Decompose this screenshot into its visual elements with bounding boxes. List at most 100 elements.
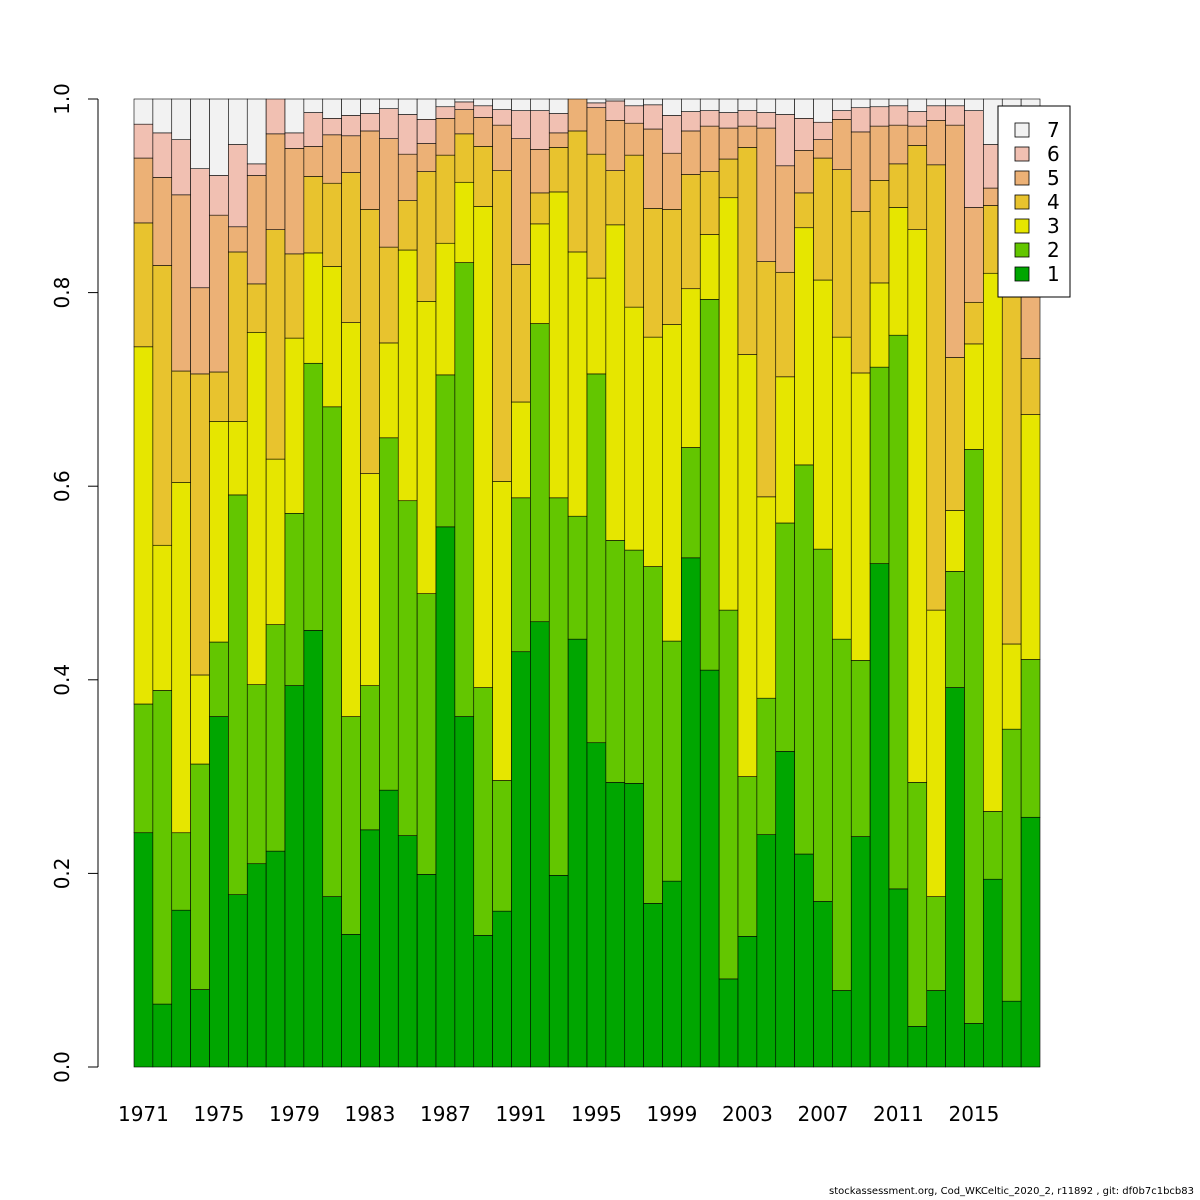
bar-segment-1980-age-6 [303, 112, 324, 147]
legend-label-2: 2 [1047, 238, 1060, 262]
bar-segment-2000-age-7 [681, 98, 701, 112]
bar-segment-1977-age-2 [246, 684, 267, 865]
bar-segment-2006-age-7 [794, 98, 814, 119]
x-tick-label: 2003 [722, 1102, 773, 1126]
bar-segment-2015-age-5 [964, 207, 984, 303]
bar-segment-2013-age-5 [926, 120, 946, 166]
bar-segment-1999-age-4 [662, 209, 682, 325]
bar-segment-2008-age-5 [832, 119, 852, 170]
bar-segment-1990-age-5 [492, 124, 512, 171]
bar-segment-2009-age-2 [850, 660, 871, 837]
bar-segment-1998-age-6 [643, 104, 663, 130]
bar-segment-1971-age-2 [133, 703, 154, 834]
bar-segment-2004-age-5 [756, 127, 777, 262]
bar-segment-1973-age-1 [171, 909, 191, 1068]
bar-segment-2006-age-6 [794, 118, 814, 151]
bar-segment-2005-age-1 [775, 751, 795, 1068]
bar-segment-2016-age-1 [983, 878, 1003, 1068]
bar-segment-1982-age-1 [341, 934, 361, 1068]
bar-segment-1990-age-4 [492, 170, 512, 482]
bar-segment-1973-age-7 [171, 98, 191, 140]
bar-segment-1985-age-1 [397, 835, 418, 1068]
bar-segment-2007-age-3 [813, 279, 833, 550]
bar-segment-1987-age-2 [435, 374, 456, 528]
bar-segment-2012-age-4 [907, 145, 928, 230]
bar-segment-1990-age-1 [492, 910, 512, 1068]
bar-segment-1976-age-3 [228, 421, 248, 496]
bar-segment-1975-age-3 [209, 421, 229, 643]
bar-segment-1993-age-6 [548, 113, 569, 134]
bar-segment-1984-age-2 [379, 437, 399, 791]
bar-segment-2014-age-3 [945, 510, 965, 572]
bar-segment-2002-age-2 [718, 609, 739, 980]
x-tick-label: 1999 [646, 1102, 697, 1126]
legend-label-5: 5 [1047, 166, 1060, 190]
bar-segment-2006-age-2 [794, 464, 814, 855]
bar-segment-2000-age-4 [681, 174, 701, 290]
bar-segment-1991-age-2 [511, 497, 531, 653]
bar-segment-1976-age-4 [228, 251, 248, 422]
bar-segment-1973-age-2 [171, 832, 191, 911]
legend-label-1: 1 [1047, 262, 1060, 286]
bar-segment-1979-age-2 [284, 512, 305, 686]
bar-segment-1992-age-5 [530, 149, 550, 194]
bar-segment-2000-age-6 [681, 111, 701, 132]
footer-note: stockassessment.org, Cod_WKCeltic_2020_2… [829, 1186, 1194, 1197]
bar-segment-2003-age-3 [737, 354, 758, 777]
bar-segment-1983-age-6 [360, 113, 380, 132]
bar-segment-2000-age-3 [681, 288, 701, 448]
bar-segment-1991-age-3 [511, 401, 531, 499]
bar-segment-1998-age-1 [643, 903, 663, 1068]
bar-segment-1981-age-4 [322, 182, 342, 267]
bar-segment-1976-age-5 [228, 226, 248, 253]
bar-segment-2014-age-7 [945, 98, 965, 107]
bar-segment-2000-age-5 [681, 130, 701, 175]
legend-label-4: 4 [1047, 190, 1060, 214]
bar-segment-1975-age-4 [209, 371, 229, 422]
bar-segment-1971-age-3 [133, 346, 154, 705]
bar-segment-1987-age-1 [435, 526, 456, 1068]
bar-segment-1997-age-2 [624, 549, 644, 784]
bar-segment-1989-age-2 [473, 687, 493, 936]
bar-segment-2017-age-2 [1001, 728, 1022, 1002]
bar-segment-1982-age-7 [341, 98, 361, 116]
bar-segment-2002-age-3 [718, 197, 739, 611]
bar-segment-1988-age-2 [454, 262, 475, 717]
bar-segment-1990-age-3 [492, 481, 512, 781]
bar-segment-1978-age-4 [265, 229, 286, 460]
bar-segment-2002-age-1 [718, 978, 739, 1068]
bar-segment-1976-age-6 [228, 144, 248, 228]
bar-segment-2018-age-2 [1020, 659, 1041, 818]
bar-segment-1992-age-4 [530, 192, 550, 225]
bar-segment-1979-age-7 [284, 98, 305, 134]
bar-segment-2013-age-1 [926, 990, 946, 1068]
bar-segment-2003-age-6 [737, 110, 758, 127]
bar-segment-2013-age-7 [926, 98, 946, 107]
bar-segment-2012-age-7 [907, 98, 928, 112]
bar-segment-2001-age-3 [699, 234, 720, 300]
bar-segment-2003-age-4 [737, 147, 758, 355]
y-axis: 0.0 0.2 0.4 0.6 0.8 1.0 [50, 83, 99, 1083]
y-tick-label: 0.2 [50, 857, 74, 889]
bar-segment-1973-age-4 [171, 370, 191, 483]
legend-label-6: 6 [1047, 142, 1060, 166]
bar-segment-1979-age-6 [284, 132, 305, 149]
bar-segment-2005-age-3 [775, 376, 795, 524]
y-tick-label: 0.0 [50, 1051, 74, 1083]
bar-segment-1999-age-1 [662, 880, 682, 1068]
bar-segment-1987-age-4 [435, 154, 456, 244]
bar-segment-1981-age-5 [322, 134, 342, 184]
y-tick-label: 0.8 [50, 277, 74, 309]
bar-segment-2018-age-4 [1020, 358, 1041, 415]
bar-segment-2011-age-2 [888, 334, 909, 890]
bar-segment-1973-age-5 [171, 194, 191, 372]
bar-segment-1999-age-7 [662, 98, 682, 116]
bar-segment-2008-age-2 [832, 638, 852, 991]
bar-segment-1984-age-7 [379, 98, 399, 109]
bar-segment-1971-age-7 [133, 98, 154, 125]
legend-label-3: 3 [1047, 214, 1060, 238]
bar-segment-2011-age-1 [888, 888, 909, 1068]
bar-segment-1994-age-5 [567, 98, 588, 132]
bar-segment-1986-age-3 [416, 301, 437, 594]
legend-swatch-5 [1014, 170, 1030, 186]
